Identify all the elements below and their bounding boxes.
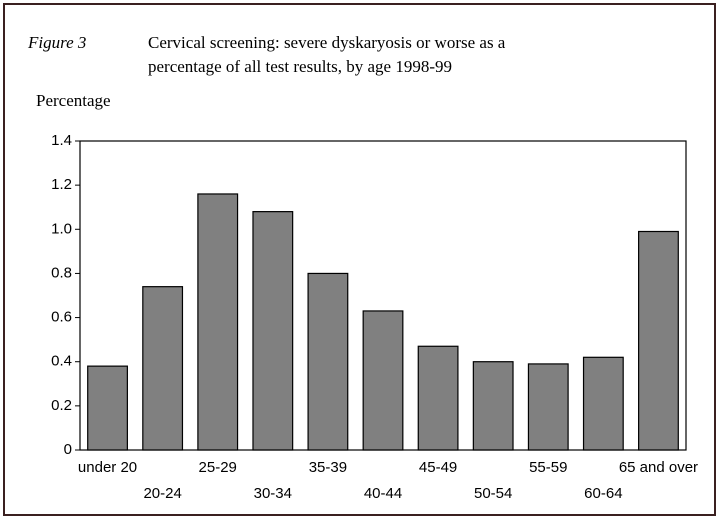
chart-title: Cervical screening: severe dyskaryosis o… <box>148 33 506 52</box>
x-tick-label: 45-49 <box>419 459 457 476</box>
y-tick-label: 0 <box>64 441 72 458</box>
frame <box>3 3 716 516</box>
x-tick-label: under 20 <box>78 459 137 476</box>
bar <box>362 310 404 451</box>
x-tick-label: 60-64 <box>584 485 622 502</box>
bar <box>472 361 514 451</box>
y-tick-label: 0.2 <box>51 397 72 414</box>
x-tick-label: 40-44 <box>364 485 402 502</box>
figure-label: Figure 3 <box>27 33 86 52</box>
bar <box>252 211 294 451</box>
x-tick-label: 30-34 <box>254 485 292 502</box>
x-tick-label: 55-59 <box>529 459 567 476</box>
bar <box>527 363 569 451</box>
x-tick-label: 35-39 <box>309 459 347 476</box>
x-tick-label: 65 and over <box>619 459 698 476</box>
bar <box>142 286 184 451</box>
bar <box>197 193 239 451</box>
y-tick-label: 0.8 <box>51 264 72 281</box>
bar <box>582 356 624 451</box>
y-tick-label: 1.4 <box>51 132 72 149</box>
bar <box>638 230 679 451</box>
y-tick-label: 1.0 <box>51 220 72 237</box>
y-axis-label: Percentage <box>36 91 111 110</box>
chart-title: percentage of all test results, by age 1… <box>148 57 452 76</box>
x-tick-label: 20-24 <box>143 485 181 502</box>
x-tick-label: 50-54 <box>474 485 512 502</box>
bar <box>307 272 349 451</box>
y-tick-label: 0.4 <box>51 353 72 370</box>
bar <box>87 365 128 451</box>
y-tick-label: 1.2 <box>51 176 72 193</box>
bar <box>417 345 459 451</box>
x-tick-label: 25-29 <box>199 459 237 476</box>
y-tick-label: 0.6 <box>51 309 72 326</box>
